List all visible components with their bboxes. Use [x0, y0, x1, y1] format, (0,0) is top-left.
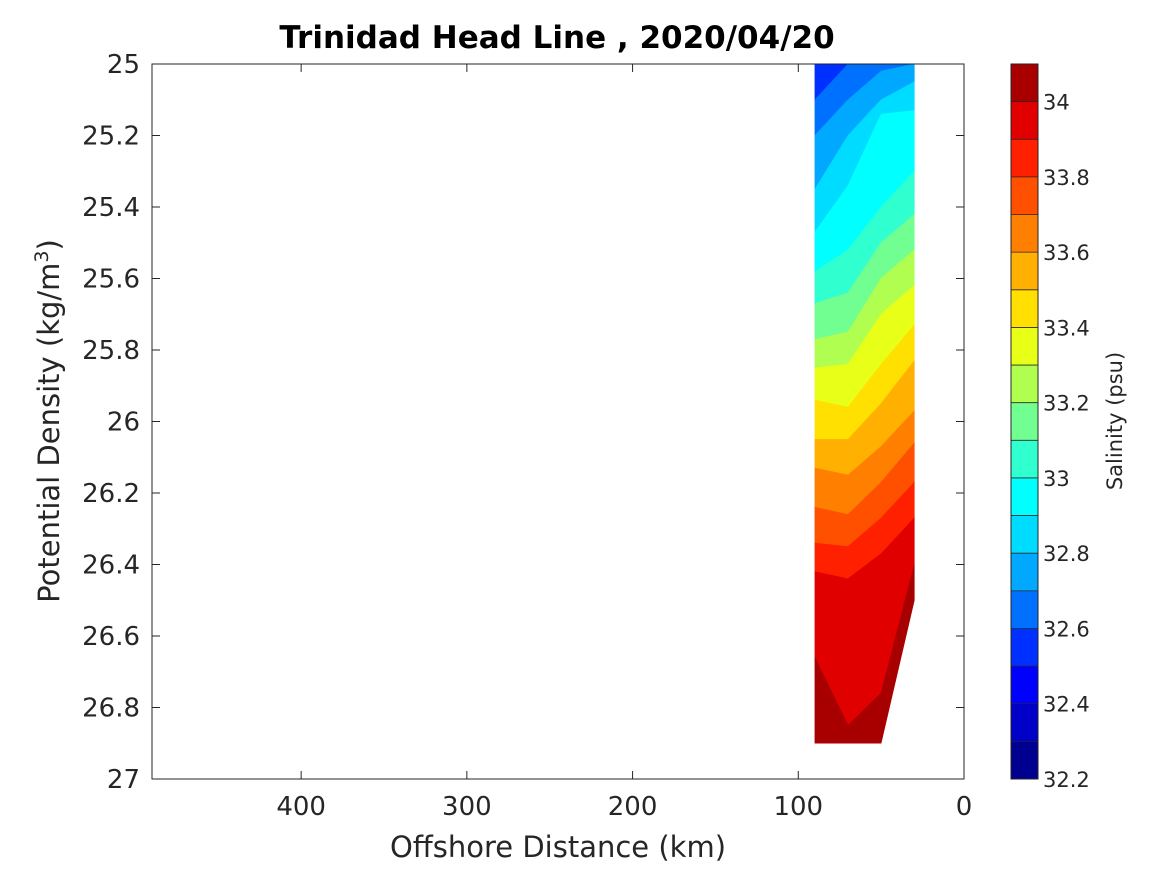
colorbar-tick-label: 32.2: [1043, 768, 1090, 792]
colorbar-tick-label: 32.8: [1043, 542, 1090, 566]
y-tick-label: 26: [107, 408, 140, 438]
y-axis-label-close: ): [32, 239, 66, 250]
colorbar-segment: [1011, 290, 1038, 328]
colorbar-segment: [1011, 478, 1038, 516]
colorbar: 32.2 32.4 32.6 32.8 33 33.2 33.4 33.6 33.8 34: [1011, 64, 1090, 792]
colorbar-segment: [1011, 741, 1038, 779]
colorbar-tick-label: 33.2: [1043, 392, 1090, 416]
y-tick-label: 26.6: [82, 622, 140, 652]
y-tick-label: 25.8: [82, 336, 140, 366]
colorbar-segment: [1011, 553, 1038, 591]
x-tick-label: 200: [608, 792, 658, 822]
colorbar-tick-label: 32.6: [1043, 617, 1090, 641]
y-axis-label: Potential Density (kg/m3): [31, 239, 66, 603]
y-tick-label: 27: [107, 765, 140, 795]
y-tick-label: 25: [107, 50, 140, 80]
colorbar-tick-label: 34: [1043, 91, 1070, 115]
colorbar-segment: [1011, 252, 1038, 290]
colorbar-segment: [1011, 516, 1038, 554]
colorbar-segment: [1011, 403, 1038, 441]
x-axis-label: Offshore Distance (km): [390, 830, 726, 864]
colorbar-segment: [1011, 139, 1038, 177]
x-tick-label: 400: [276, 792, 326, 822]
colorbar-segment: [1011, 177, 1038, 215]
y-tick-label: 26.8: [82, 694, 140, 724]
y-tick-label: 25.6: [82, 265, 140, 295]
colorbar-segments: [1011, 64, 1038, 779]
colorbar-segment: [1011, 64, 1038, 102]
colorbar-ticks: 32.2 32.4 32.6 32.8 33 33.2 33.4 33.6 33.8 34: [1043, 91, 1090, 792]
plot-area: [152, 64, 964, 779]
colorbar-tick-label: 33.8: [1043, 166, 1090, 190]
y-tick-label: 25.2: [82, 122, 140, 152]
colorbar-tick-label: 33.6: [1043, 241, 1090, 265]
colorbar-segment: [1011, 666, 1038, 704]
colorbar-tick-label: 33.4: [1043, 316, 1090, 340]
y-tick-label: 26.2: [82, 479, 140, 509]
colorbar-tick-label: 32.4: [1043, 693, 1090, 717]
x-tick-label: 0: [956, 792, 973, 822]
colorbar-segment: [1011, 440, 1038, 478]
colorbar-segment: [1011, 215, 1038, 253]
colorbar-segment: [1011, 628, 1038, 666]
colorbar-segment: [1011, 327, 1038, 365]
chart-title: Trinidad Head Line , 2020/04/20: [279, 20, 834, 56]
y-tick-label: 26.4: [82, 551, 140, 581]
colorbar-tick-label: 33: [1043, 467, 1070, 491]
colorbar-segment: [1011, 102, 1038, 140]
x-tick-label: 100: [773, 792, 823, 822]
y-axis-label-superscript: 3: [31, 250, 53, 262]
colorbar-label: Salinity (psu): [1103, 352, 1127, 490]
y-axis-label-main: Potential Density (kg/m: [32, 263, 66, 603]
contour-bands: [815, 64, 914, 743]
colorbar-segment: [1011, 704, 1038, 742]
x-tick-label: 300: [442, 792, 492, 822]
y-tick-label: 25.4: [82, 193, 140, 223]
colorbar-segment: [1011, 365, 1038, 403]
colorbar-segment: [1011, 591, 1038, 629]
